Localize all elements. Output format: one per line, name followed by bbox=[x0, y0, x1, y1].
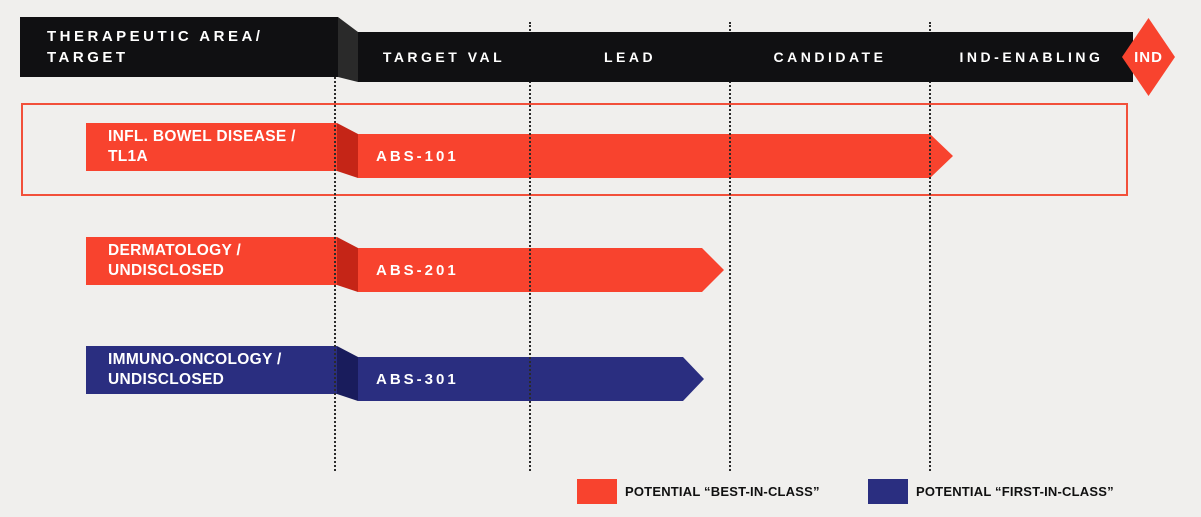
legend-label: POTENTIAL “BEST-IN-CLASS” bbox=[625, 484, 820, 499]
progress-arrowhead bbox=[702, 248, 724, 292]
progress-arrowhead bbox=[683, 357, 704, 401]
stage-column-lead: LEAD bbox=[603, 49, 657, 65]
highlight-outline-row-1 bbox=[21, 103, 1128, 196]
ribbon-fold bbox=[337, 237, 358, 292]
area-line2: UNDISCLOSED bbox=[108, 371, 225, 388]
legend-swatch-best-in-class bbox=[577, 479, 617, 504]
ribbon-fold bbox=[337, 346, 358, 401]
legend-label: POTENTIAL “FIRST-IN-CLASS” bbox=[916, 484, 1114, 499]
ribbon-fold bbox=[337, 123, 358, 178]
therapeutic-area-label: INFL. BOWEL DISEASE / TL1A bbox=[86, 123, 337, 171]
program-code: ABS-301 bbox=[376, 370, 459, 388]
stage-column-target-val: TARGET VAL bbox=[382, 49, 506, 65]
therapeutic-area-label: DERMATOLOGY / UNDISCLOSED bbox=[86, 237, 337, 285]
stage-column-candidate: CANDIDATE bbox=[773, 49, 887, 65]
ind-diamond-label: IND bbox=[1134, 48, 1163, 66]
stage-separator-line bbox=[529, 22, 531, 471]
area-line1: DERMATOLOGY / bbox=[108, 242, 242, 259]
therapeutic-area-label: IMMUNO-ONCOLOGY / UNDISCLOSED bbox=[86, 346, 337, 394]
header-ribbon-fold bbox=[338, 17, 358, 82]
stage-column-ind-enabling: IND-ENABLING bbox=[959, 49, 1104, 65]
area-line1: IMMUNO-ONCOLOGY / bbox=[108, 351, 282, 368]
ind-diamond-marker: IND bbox=[1122, 18, 1175, 96]
program-code: ABS-101 bbox=[376, 147, 459, 165]
area-line2: UNDISCLOSED bbox=[108, 262, 225, 279]
program-code: ABS-201 bbox=[376, 261, 459, 279]
stage-separator-line bbox=[729, 22, 731, 471]
area-line2: TL1A bbox=[108, 148, 148, 165]
legend-swatch-first-in-class bbox=[868, 479, 908, 504]
stage-separator-line bbox=[929, 22, 931, 471]
program-progress-bar: ABS-101 bbox=[358, 134, 930, 178]
stage-separator-line bbox=[334, 22, 336, 471]
header-line1: THERAPEUTIC AREA/ bbox=[47, 28, 264, 45]
header-line2: TARGET bbox=[47, 49, 129, 66]
header-therapeutic-area: THERAPEUTIC AREA/ TARGET bbox=[20, 17, 338, 77]
header-stage-bar: TARGET VAL LEAD CANDIDATE IND-ENABLING bbox=[358, 32, 1133, 82]
program-progress-bar: ABS-301 bbox=[358, 357, 683, 401]
area-line1: INFL. BOWEL DISEASE / bbox=[108, 128, 296, 145]
